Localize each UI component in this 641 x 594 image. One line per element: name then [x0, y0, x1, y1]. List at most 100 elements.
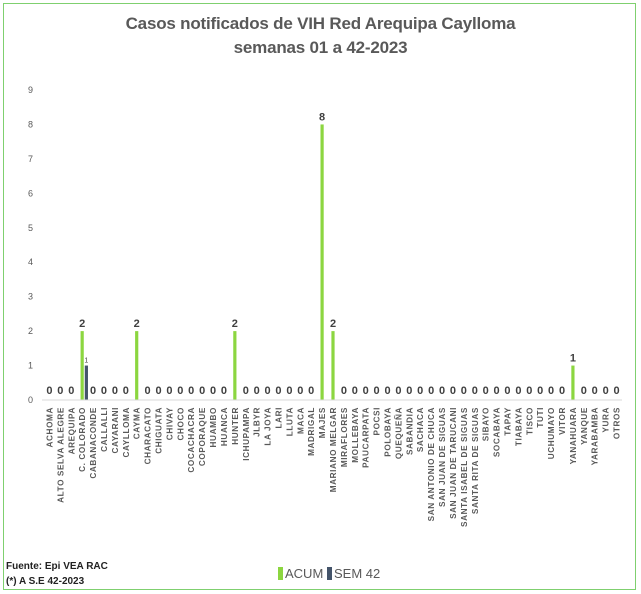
source-date-note: (*) A S.E 42-2023: [6, 576, 85, 587]
x-tick-label: LLUTA: [285, 407, 294, 436]
x-tick-label: CHOCO: [176, 407, 185, 441]
data-label-acum: 0: [472, 385, 478, 397]
data-label-acum: 0: [199, 385, 205, 397]
y-tick-label: 8: [28, 119, 33, 129]
bar-acum: [571, 365, 575, 400]
data-label-acum: 0: [363, 385, 369, 397]
y-tick-label: 5: [28, 223, 33, 233]
data-label-acum: 0: [297, 385, 303, 397]
x-tick-label: SIBAYO: [482, 407, 491, 441]
y-axis: 0 1 2 3 4 5 6 7 8 9: [28, 85, 33, 405]
x-tick-label: YARABAMBA: [591, 407, 600, 465]
y-tick-label: 3: [28, 292, 33, 302]
x-tick-label: SANTA ISABEL DE SIGUAS: [460, 407, 469, 527]
data-label-acum: 0: [395, 385, 401, 397]
data-label-acum: 0: [613, 385, 619, 397]
legend-label-acum: ACUM: [285, 566, 324, 581]
x-tick-label: QUEQUEÑA: [393, 407, 403, 459]
data-label-acum: 0: [145, 385, 151, 397]
x-tick-label: ICHUPAMPA: [242, 407, 251, 461]
x-tick-label: CHIVAY: [165, 407, 174, 440]
x-tick-label: PAUCARPATA: [362, 407, 371, 468]
y-tick-label: 0: [28, 395, 33, 405]
data-label-acum: 0: [166, 385, 172, 397]
x-tick-label: HUAMBO: [209, 407, 218, 447]
data-label-acum: 0: [177, 385, 183, 397]
y-tick-label: 1: [28, 361, 33, 371]
data-label-acum: 2: [232, 318, 238, 330]
data-label-acum: 2: [330, 318, 336, 330]
data-label-acum: 0: [210, 385, 216, 397]
y-tick-label: 6: [28, 188, 33, 198]
data-label-acum: 0: [603, 385, 609, 397]
bar-acum: [320, 124, 324, 400]
bar-acum: [80, 331, 84, 400]
data-label-acum: 0: [275, 385, 281, 397]
x-tick-label: TIABAYA: [514, 407, 523, 446]
x-tick-label: MADRIGAL: [307, 407, 316, 456]
data-label-acum: 0: [155, 385, 161, 397]
x-tick-label: ALTO SELVA ALEGRE: [56, 407, 65, 503]
data-label-acum: 0: [515, 385, 521, 397]
data-label-acum: 0: [526, 385, 532, 397]
data-label-acum: 0: [46, 385, 52, 397]
x-tick-label: MIRAFLORES: [340, 407, 349, 467]
data-label-acum: 0: [559, 385, 565, 397]
x-tick-label: MAJES: [318, 407, 327, 438]
data-label-acum: 0: [439, 385, 445, 397]
y-tick-label: 7: [28, 154, 33, 164]
data-label-acum: 0: [286, 385, 292, 397]
x-tick-label: SANTA RITA DE SIGUAS: [471, 407, 480, 514]
x-tick-label: AREQUIPA: [67, 407, 76, 454]
data-label-acum: 0: [537, 385, 543, 397]
data-label-acum: 0: [68, 385, 74, 397]
data-label-acum: 0: [461, 385, 467, 397]
data-label-acum: 0: [188, 385, 194, 397]
x-tick-label: SAN JUAN DE TARUCANI: [449, 407, 458, 519]
x-tick-label: SOCABAYA: [493, 407, 502, 457]
data-label-acum: 0: [352, 385, 358, 397]
x-tick-label: C. COLORADO: [78, 407, 87, 472]
x-tick-label: ACHOMA: [45, 407, 54, 447]
x-tick-label: SACHACA: [416, 407, 425, 452]
x-tick-label: UCHUMAYO: [547, 407, 556, 459]
x-tick-label: CABANACONDE: [89, 407, 98, 479]
data-label-acum: 0: [265, 385, 271, 397]
x-tick-label: HUNTER: [231, 407, 240, 445]
chart-title: Casos notificados de VIH Red Arequipa Ca…: [125, 14, 516, 33]
x-tick-label: POLOBAYA: [384, 407, 393, 457]
x-tick-label: COCACHACRA: [187, 407, 196, 473]
x-tick-label: SABANDIA: [405, 407, 414, 455]
data-label-acum: 0: [57, 385, 63, 397]
data-label-acum: 0: [483, 385, 489, 397]
x-tick-label: TUTI: [536, 407, 545, 428]
y-tick-label: 2: [28, 326, 33, 336]
data-label-acum: 0: [123, 385, 129, 397]
data-label-acum: 0: [406, 385, 412, 397]
bar-acum: [331, 331, 335, 400]
bar-acum: [233, 331, 237, 400]
data-label-acum: 0: [221, 385, 227, 397]
legend-swatch-sem42: [327, 567, 332, 580]
bar-acum: [135, 331, 139, 400]
chart-frame: [3, 3, 636, 590]
x-tick-label: MACA: [296, 407, 305, 434]
x-tick-label: CAYMA: [133, 407, 142, 439]
data-label-acum: 8: [319, 111, 325, 123]
legend-item-sem42: SEM 42: [327, 566, 380, 581]
x-axis: ACHOMA ALTO SELVA ALEGRE AREQUIPA C. COLORA…: [42, 399, 622, 527]
data-label-acum: 0: [494, 385, 500, 397]
bar-sem42: [84, 365, 88, 400]
x-tick-label: CAYARANI: [111, 407, 120, 454]
chart-subtitle: semanas 01 a 42-2023: [233, 38, 408, 57]
x-tick-label: CALLALLI: [100, 407, 109, 452]
data-label-acum: 0: [417, 385, 423, 397]
x-tick-label: OTROS: [613, 407, 622, 439]
data-label-acum: 0: [243, 385, 249, 397]
data-label-acum: 0: [308, 385, 314, 397]
data-label-acum: 0: [548, 385, 554, 397]
data-label-acum: 0: [384, 385, 390, 397]
data-label-acum: 2: [79, 318, 85, 330]
